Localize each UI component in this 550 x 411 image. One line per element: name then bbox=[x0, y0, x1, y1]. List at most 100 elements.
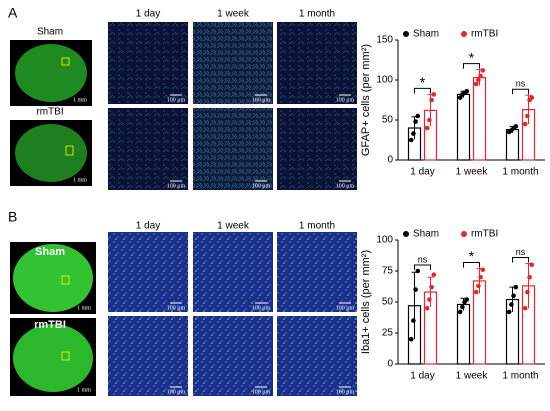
y-axis-label: Iba1+ cells (per mm²) bbox=[360, 250, 372, 354]
column-label: 1 day bbox=[136, 9, 160, 20]
data-point bbox=[427, 117, 432, 123]
data-point bbox=[411, 131, 416, 136]
legend-label: Sham bbox=[413, 229, 439, 240]
scale-label: 100 μm bbox=[167, 183, 186, 189]
data-point bbox=[529, 95, 535, 100]
data-point bbox=[411, 318, 416, 323]
brain bbox=[13, 244, 93, 312]
legend-marker bbox=[403, 231, 409, 237]
data-point bbox=[431, 92, 437, 97]
data-point bbox=[424, 125, 430, 131]
y-tick-label: 75 bbox=[382, 266, 394, 277]
data-point bbox=[464, 297, 470, 302]
data-point bbox=[429, 284, 434, 290]
roi bbox=[61, 57, 70, 66]
data-point bbox=[522, 305, 528, 311]
micrograph bbox=[108, 22, 188, 104]
y-tick-label: 0 bbox=[387, 359, 393, 370]
sig-bracket bbox=[414, 87, 431, 94]
scale-label: 100 μm bbox=[167, 97, 186, 103]
scale-label: 100 μm bbox=[336, 183, 355, 189]
data-point bbox=[527, 274, 532, 280]
significance: * bbox=[420, 74, 426, 90]
panel-label: B bbox=[8, 209, 17, 225]
legend-label: rmTBI bbox=[471, 29, 498, 40]
micrograph bbox=[277, 316, 357, 396]
micrograph bbox=[277, 22, 357, 104]
data-point bbox=[457, 95, 463, 100]
bar bbox=[472, 76, 487, 161]
data-point bbox=[464, 88, 470, 94]
data-point bbox=[429, 97, 434, 103]
y-tick-label: 50 bbox=[382, 297, 394, 308]
y-axis-label: GFAP+ cells (per mm²) bbox=[360, 44, 372, 156]
data-point bbox=[415, 268, 421, 274]
row-label: rmTBI bbox=[34, 319, 66, 331]
data-point bbox=[476, 77, 481, 83]
micrograph bbox=[277, 232, 357, 312]
brain bbox=[15, 44, 87, 102]
column-label: 1 month bbox=[299, 9, 335, 20]
scale-label: 100 μm bbox=[336, 389, 355, 395]
sig-bracket bbox=[512, 88, 529, 95]
significance: ns bbox=[516, 247, 526, 257]
data-point bbox=[478, 274, 483, 280]
micrograph bbox=[193, 316, 273, 396]
x-tick-label: 1 day bbox=[410, 371, 434, 382]
data-point bbox=[473, 81, 479, 87]
legend-marker bbox=[403, 31, 409, 37]
data-point bbox=[427, 297, 432, 302]
x-tick-label: 1 week bbox=[456, 167, 489, 178]
data-point bbox=[511, 293, 516, 299]
x-tick-label: 1 month bbox=[502, 371, 538, 382]
micrograph bbox=[108, 232, 188, 312]
panel-b: B Sham 1 mm rmTBI 1 mm bbox=[8, 209, 96, 396]
y-tick-label: 150 bbox=[376, 35, 393, 46]
column-label: 1 month bbox=[299, 221, 335, 232]
data-point bbox=[522, 121, 528, 127]
significance: * bbox=[469, 248, 475, 264]
significance: * bbox=[469, 49, 475, 65]
data-point bbox=[513, 124, 519, 129]
data-point bbox=[408, 137, 414, 143]
data-point bbox=[413, 119, 418, 124]
legend-marker bbox=[461, 31, 467, 37]
data-point bbox=[431, 272, 437, 278]
micrograph bbox=[277, 108, 357, 190]
y-tick-label: 25 bbox=[382, 328, 394, 339]
roi bbox=[61, 275, 70, 285]
legend-label: Sham bbox=[413, 29, 439, 40]
sig-bracket bbox=[512, 257, 529, 263]
data-point bbox=[506, 309, 512, 315]
data-point bbox=[525, 113, 530, 119]
row-label: rmTBI bbox=[36, 107, 63, 118]
sig-bracket bbox=[463, 63, 480, 69]
column-label: 1 day bbox=[136, 221, 160, 232]
scale-label: 100 μm bbox=[252, 183, 271, 189]
sig-bracket bbox=[463, 262, 480, 268]
data-point bbox=[415, 113, 421, 119]
data-point bbox=[509, 302, 514, 307]
sig-bracket bbox=[414, 264, 431, 270]
scale-label: 1 mm bbox=[77, 305, 91, 311]
y-tick-label: 0 bbox=[387, 155, 393, 166]
scale-label: 1 mm bbox=[73, 97, 87, 103]
significance: ns bbox=[418, 254, 428, 264]
micrograph bbox=[108, 108, 188, 190]
data-point bbox=[480, 68, 486, 73]
data-point bbox=[525, 289, 530, 295]
micrographs: 1 day 100 μm 100 μm 1 week 100 μm 100 μm 1 mon… bbox=[108, 9, 357, 396]
x-tick-label: 1 day bbox=[410, 167, 434, 178]
data-point bbox=[413, 287, 418, 292]
y-tick-label: 50 bbox=[382, 115, 394, 126]
data-point bbox=[424, 305, 430, 311]
brain bbox=[13, 324, 93, 392]
scale-label: 100 μm bbox=[252, 97, 271, 103]
data-point bbox=[478, 73, 483, 79]
column-label: 1 week bbox=[217, 221, 250, 232]
micrograph bbox=[193, 22, 273, 104]
panel-label: A bbox=[8, 5, 18, 21]
data-point bbox=[473, 289, 479, 295]
y-tick-label: 100 bbox=[376, 75, 393, 86]
